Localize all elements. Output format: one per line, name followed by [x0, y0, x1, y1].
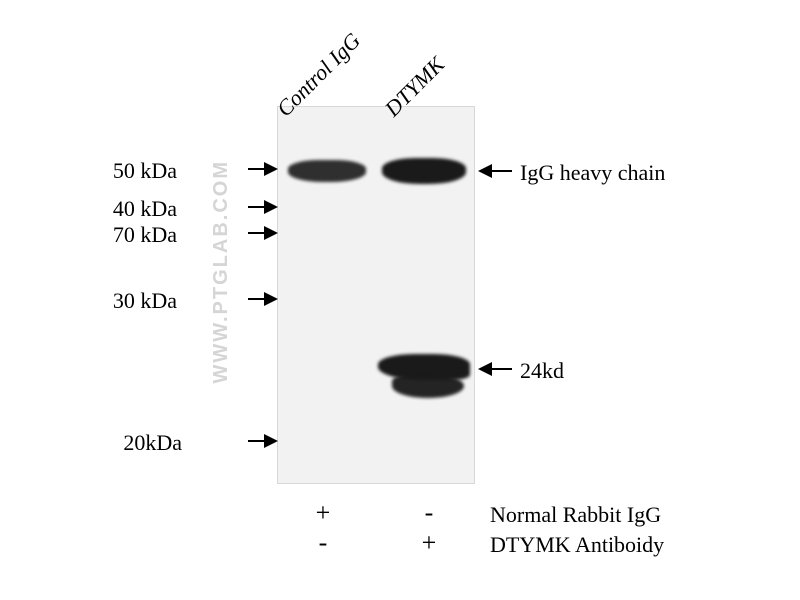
- band-dtymk-igg-heavy: [382, 158, 466, 184]
- condition-1-lane-1: +: [414, 528, 444, 558]
- condition-1-lane-0: -: [308, 528, 338, 558]
- annot-label-igg: IgG heavy chain: [520, 160, 665, 186]
- condition-0-lane-0: +: [308, 498, 338, 528]
- annot-arrow-24kd: [492, 368, 512, 370]
- figure-canvas: WWW.PTGLAB.COM Control IgG DTYMK 50 kDa …: [0, 0, 800, 600]
- mw-label-50: 50 kDa: [105, 158, 177, 184]
- annot-label-24kd: 24kd: [520, 358, 564, 384]
- band-dtymk-24kd-tail: [392, 374, 464, 398]
- mw-arrowhead-40: [264, 200, 278, 214]
- mw-label-40: 40 kDa: [105, 196, 177, 222]
- mw-arrowhead-50: [264, 162, 278, 176]
- mw-label-20: 20kDa: [110, 430, 182, 456]
- annot-arrowhead-24kd: [478, 362, 492, 376]
- mw-label-70: 70 kDa: [105, 222, 177, 248]
- condition-1-label: DTYMK Antiboidy: [490, 532, 664, 558]
- mw-arrowhead-20: [264, 434, 278, 448]
- band-control-igg-heavy: [288, 160, 366, 182]
- mw-arrowhead-70: [264, 226, 278, 240]
- watermark: WWW.PTGLAB.COM: [210, 160, 233, 384]
- annot-arrow-igg: [492, 170, 512, 172]
- condition-0-lane-1: -: [414, 498, 444, 528]
- annot-arrowhead-igg: [478, 164, 492, 178]
- mw-label-30: 30 kDa: [105, 288, 177, 314]
- mw-arrowhead-30: [264, 292, 278, 306]
- condition-0-label: Normal Rabbit IgG: [490, 502, 661, 528]
